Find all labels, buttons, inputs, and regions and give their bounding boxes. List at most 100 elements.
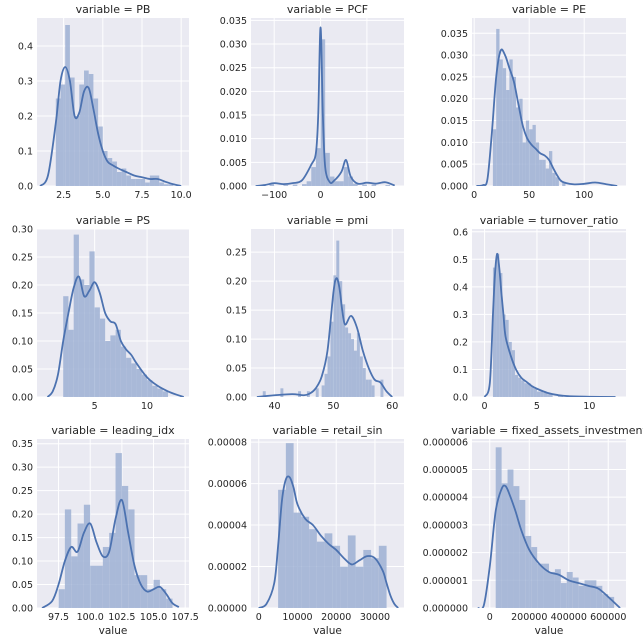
histogram-bar: [120, 346, 127, 397]
histogram-bar: [385, 185, 391, 186]
histogram-bar: [608, 596, 615, 608]
histogram-bar: [84, 70, 89, 186]
facet-panel: variable = PS 5 10 0.00 0.05 0.10 0.15 0.20 0.25…: [12, 214, 189, 412]
histogram-bar: [496, 28, 500, 186]
y-tick-label: 0.000004: [423, 493, 468, 504]
x-tick-label: 105.0: [140, 612, 167, 623]
histogram-bar: [348, 333, 352, 397]
histogram-bar: [511, 350, 515, 397]
y-tick-label: 0.00006: [208, 479, 247, 490]
kde-line: [483, 252, 616, 397]
histogram-bar: [533, 388, 537, 397]
histogram-bar: [348, 176, 353, 186]
histogram-bar: [109, 532, 116, 608]
y-tick-label: 0.035: [220, 16, 247, 27]
histogram-bar: [99, 318, 106, 397]
histogram-bar: [327, 356, 331, 397]
histogram-bar: [516, 107, 520, 186]
kde-line: [477, 484, 621, 608]
histogram-bar: [84, 285, 90, 397]
histogram-bar: [292, 184, 298, 186]
kde-line: [255, 26, 396, 186]
y-tick-label: 0.30: [12, 225, 33, 236]
histogram-bars: [278, 443, 387, 608]
histogram-bar: [302, 184, 307, 186]
histogram-bar: [79, 84, 85, 186]
histogram-bar: [521, 380, 525, 397]
histogram-bar: [535, 142, 540, 186]
histogram-bar: [336, 240, 340, 397]
histogram-bar: [94, 307, 100, 397]
histogram-bar: [353, 350, 357, 397]
histogram-bar: [65, 25, 70, 186]
histogram-bar: [547, 394, 553, 397]
facet-title: variable = leading_idx: [51, 424, 175, 437]
y-tick-label: 0.020: [441, 94, 468, 105]
facet-title: variable = PCF: [287, 3, 368, 16]
histogram-bar: [157, 388, 163, 397]
y-tick-label: 0.00008: [208, 438, 247, 449]
x-tick-label: 97.5: [48, 612, 69, 623]
histogram-bar: [149, 175, 155, 186]
histogram-bar: [530, 385, 534, 397]
histogram-bar: [96, 565, 103, 608]
y-tick-label: 0.00002: [208, 562, 247, 573]
histogram-bars: [55, 25, 174, 186]
x-tick-label: 10.0: [171, 190, 192, 201]
x-tick-label: 200000: [511, 612, 547, 623]
histogram-bar: [262, 391, 266, 397]
histogram-bar: [513, 486, 520, 608]
facet-panel: variable = pmi 40 50 60 0.00 0.05 0.10 0.15 0.20…: [226, 214, 404, 412]
histogram-bar: [154, 175, 160, 186]
histogram-bar: [499, 273, 503, 397]
facet-title: variable = PS: [76, 214, 150, 227]
facet-panel: variable = leading_idx 97.5 100.0 102.5 105.…: [12, 424, 199, 635]
x-tick-label: 2.5: [56, 190, 71, 201]
y-tick-label: 0.4: [453, 282, 468, 293]
histogram-bar: [596, 585, 603, 608]
histogram-bar: [131, 363, 137, 397]
x-tick-label: −100: [261, 190, 287, 201]
histogram-bar: [78, 279, 85, 397]
y-tick-label: 0.35: [12, 439, 33, 450]
histogram-bar: [333, 275, 337, 397]
y-tick-label: 0.05: [12, 580, 33, 591]
x-axis-label: value: [99, 625, 128, 635]
histogram-bars: [495, 447, 615, 608]
kde-line: [256, 277, 393, 397]
histogram-bar: [552, 172, 556, 186]
histogram-bar: [269, 184, 275, 186]
y-tick-label: 0.000006: [423, 437, 468, 448]
histogram-bars: [492, 28, 566, 186]
histogram-bar: [371, 385, 375, 397]
x-tick-label: 10000: [282, 612, 312, 623]
y-tick-label: 0.000003: [423, 520, 468, 531]
y-tick-label: 0.20: [12, 510, 33, 521]
facet-title: variable = PB: [76, 3, 151, 16]
y-tick-label: 0.000: [220, 182, 247, 193]
histogram-bar: [73, 234, 79, 397]
histogram-bar: [163, 184, 169, 186]
histogram-bar: [58, 589, 65, 608]
histogram-bar: [371, 184, 377, 186]
y-tick-label: 0.30: [12, 463, 33, 474]
histogram-bar: [492, 129, 497, 186]
kde-group: [255, 26, 396, 186]
histogram-bar: [339, 181, 344, 186]
x-tick-label: 5: [534, 401, 540, 412]
y-tick-label: 0.25: [12, 486, 33, 497]
histogram-bar: [549, 151, 553, 186]
kde-group: [41, 498, 180, 608]
histogram-bar: [126, 175, 132, 186]
y-tick-label: 0.0: [18, 182, 33, 193]
y-tick-label: 0.000002: [423, 548, 468, 559]
y-tick-label: 0.00: [12, 604, 33, 615]
histogram-bar: [519, 98, 523, 186]
y-tick-label: 0.4: [18, 42, 33, 53]
y-tick-label: 0.10: [12, 557, 33, 568]
x-tick-label: 0: [318, 190, 324, 201]
histogram-bar: [363, 549, 372, 608]
facet-panel: variable = retail_sin 0 10000 20000 30000 0.0…: [208, 424, 404, 635]
histogram-bar: [522, 142, 526, 186]
y-tick-label: 0.3: [453, 310, 468, 321]
